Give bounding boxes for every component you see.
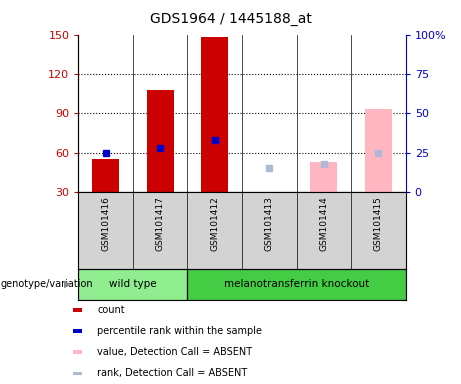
Bar [201,37,228,192]
Text: GSM101415: GSM101415 [374,196,383,251]
Text: rank, Detection Call = ABSENT: rank, Detection Call = ABSENT [97,368,248,379]
Text: GDS1964 / 1445188_at: GDS1964 / 1445188_at [149,12,312,25]
Bar [256,192,283,195]
Text: GSM101413: GSM101413 [265,196,274,251]
Text: ▶: ▶ [64,279,71,289]
Text: count: count [97,305,125,315]
Bar [188,269,406,300]
Bar [73,372,83,375]
Bar [73,351,83,354]
Text: melanotransferrin knockout: melanotransferrin knockout [224,279,369,289]
Bar [78,269,188,300]
Bar [365,109,392,192]
Bar [73,329,83,333]
Bar [92,159,119,192]
Bar [147,90,174,192]
Text: GSM101417: GSM101417 [156,196,165,251]
Text: GSM101416: GSM101416 [101,196,110,251]
Bar [310,162,337,192]
Text: GSM101414: GSM101414 [319,196,328,251]
Text: percentile rank within the sample: percentile rank within the sample [97,326,262,336]
Text: GSM101412: GSM101412 [210,196,219,251]
Text: wild type: wild type [109,279,157,289]
Text: genotype/variation: genotype/variation [1,279,94,289]
Text: value, Detection Call = ABSENT: value, Detection Call = ABSENT [97,347,253,358]
Bar [73,308,83,312]
